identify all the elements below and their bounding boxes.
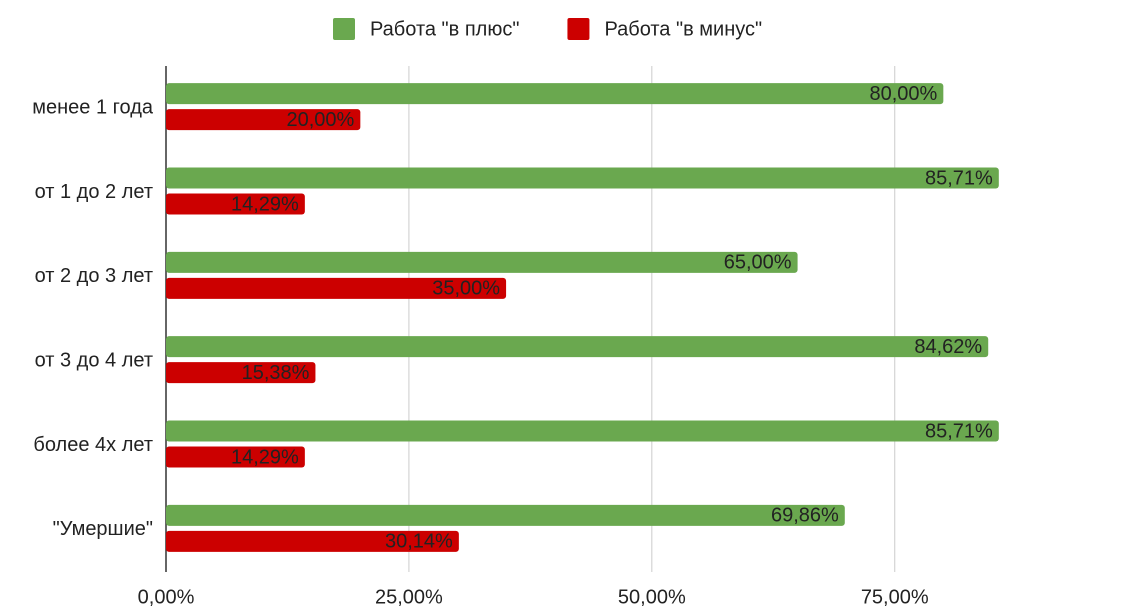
bar [166, 109, 361, 131]
value-label: 20,00% [286, 109, 354, 131]
value-label: 80,00% [869, 83, 937, 105]
value-label: 84,62% [914, 336, 982, 358]
x-tick-label: 25,00% [375, 586, 443, 608]
bar [166, 83, 944, 105]
y-tick-label: от 1 до 2 лет [35, 181, 153, 203]
bar [166, 530, 459, 552]
value-label: 85,71% [925, 420, 993, 442]
value-label: 85,71% [925, 167, 993, 189]
bar [166, 251, 798, 273]
value-label: 14,29% [231, 446, 299, 468]
value-label: 15,38% [242, 362, 310, 384]
x-tick-label: 75,00% [861, 586, 929, 608]
y-tick-label: более 4х лет [33, 434, 153, 456]
bar [166, 193, 305, 215]
bar [166, 504, 845, 526]
value-label: 65,00% [724, 252, 792, 274]
bar [166, 336, 989, 358]
x-tick-label: 0,00% [138, 586, 195, 608]
y-tick-label: от 2 до 3 лет [35, 265, 153, 287]
legend-label: Работа "в плюс" [370, 18, 519, 40]
value-label: 14,29% [231, 193, 299, 215]
bar [166, 420, 999, 442]
bar [166, 362, 316, 384]
legend-swatch [333, 18, 355, 40]
legend-swatch [567, 18, 590, 40]
y-tick-label: "Умершие" [53, 518, 153, 540]
y-tick-label: от 3 до 4 лет [35, 349, 153, 371]
legend-label: Работа "в минус" [604, 18, 762, 40]
bar [166, 167, 999, 189]
bar [166, 446, 305, 468]
x-tick-label: 50,00% [618, 586, 686, 608]
value-label: 35,00% [432, 278, 500, 300]
y-tick-label: менее 1 года [32, 96, 154, 118]
value-label: 69,86% [771, 505, 839, 527]
bar [166, 277, 507, 299]
value-label: 30,14% [385, 531, 453, 553]
